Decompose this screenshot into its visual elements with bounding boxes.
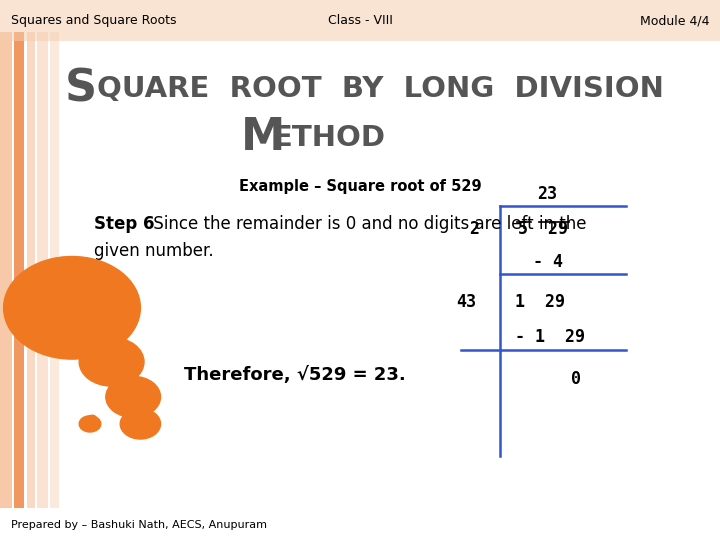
Text: 5  29: 5 29	[518, 220, 568, 239]
Bar	[50, 32, 59, 508]
Text: 2: 2	[469, 220, 479, 239]
Text: 1  29: 1 29	[515, 293, 564, 312]
Circle shape	[88, 415, 96, 422]
Text: Step 6: Step 6	[94, 215, 154, 233]
Text: S: S	[65, 68, 97, 111]
Text: Therefore, √529 = 23.: Therefore, √529 = 23.	[184, 366, 405, 384]
Bar	[0, 32, 12, 508]
Circle shape	[120, 409, 161, 439]
Text: 43: 43	[456, 293, 477, 312]
Text: QUARE  ROOT  BY  LONG  DIVISION: QUARE ROOT BY LONG DIVISION	[97, 75, 664, 103]
Text: Squares and Square Roots: Squares and Square Roots	[11, 14, 176, 27]
Text: Example – Square root of 529: Example – Square root of 529	[239, 179, 481, 194]
Bar	[37, 32, 48, 508]
Text: - 4: - 4	[533, 253, 563, 271]
Text: - 1  29: - 1 29	[515, 328, 585, 347]
Circle shape	[106, 376, 161, 417]
Text: M: M	[241, 116, 286, 159]
Bar	[27, 32, 35, 508]
Text: Class - VIII: Class - VIII	[328, 14, 392, 27]
Text: ETHOD: ETHOD	[272, 124, 385, 152]
Bar	[0, 0, 720, 40]
Text: Prepared by – Bashuki Nath, AECS, Anupuram: Prepared by – Bashuki Nath, AECS, Anupur…	[11, 520, 267, 530]
Text: Module 4/4: Module 4/4	[639, 14, 709, 27]
Bar	[14, 32, 24, 508]
Circle shape	[79, 338, 144, 386]
Circle shape	[4, 256, 140, 359]
Text: Since the remainder is 0 and no digits are left in the: Since the remainder is 0 and no digits a…	[148, 215, 586, 233]
Text: given number.: given number.	[94, 242, 213, 260]
Circle shape	[79, 416, 101, 432]
Text: 0: 0	[571, 370, 581, 388]
Text: 23: 23	[537, 185, 557, 204]
